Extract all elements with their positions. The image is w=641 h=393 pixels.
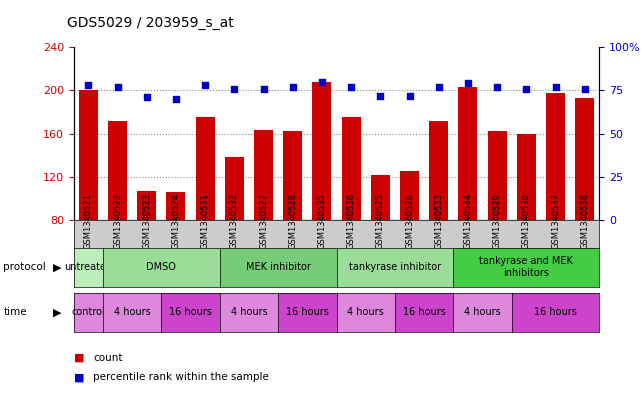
- Text: ■: ■: [74, 372, 84, 382]
- Text: protocol: protocol: [3, 262, 46, 272]
- Bar: [79, 90, 98, 307]
- Bar: [429, 121, 448, 307]
- Bar: [312, 82, 331, 307]
- Point: [142, 94, 152, 101]
- Point: [579, 86, 590, 92]
- Text: 16 hours: 16 hours: [286, 307, 329, 318]
- Bar: [196, 118, 215, 307]
- Point: [404, 92, 415, 99]
- Point: [229, 86, 240, 92]
- Text: tankyrase and MEK
inhibitors: tankyrase and MEK inhibitors: [479, 257, 573, 278]
- Bar: [458, 87, 478, 307]
- Text: 4 hours: 4 hours: [113, 307, 151, 318]
- Bar: [517, 134, 536, 307]
- Text: time: time: [3, 307, 27, 318]
- Text: 16 hours: 16 hours: [169, 307, 212, 318]
- Point: [171, 96, 181, 102]
- Text: MEK inhibitor: MEK inhibitor: [246, 262, 310, 272]
- Text: 16 hours: 16 hours: [534, 307, 577, 318]
- Bar: [225, 157, 244, 307]
- Text: percentile rank within the sample: percentile rank within the sample: [93, 372, 269, 382]
- Text: 4 hours: 4 hours: [347, 307, 384, 318]
- Point: [375, 92, 385, 99]
- Bar: [167, 192, 185, 307]
- Text: ▶: ▶: [53, 307, 62, 318]
- Text: ▶: ▶: [53, 262, 62, 272]
- Bar: [400, 171, 419, 307]
- Point: [258, 86, 269, 92]
- Text: GDS5029 / 203959_s_at: GDS5029 / 203959_s_at: [67, 16, 234, 30]
- Point: [346, 84, 356, 90]
- Text: 4 hours: 4 hours: [464, 307, 501, 318]
- Point: [463, 80, 473, 86]
- Bar: [137, 191, 156, 307]
- Point: [551, 84, 561, 90]
- Bar: [371, 174, 390, 307]
- Text: untreated: untreated: [64, 262, 112, 272]
- Point: [288, 84, 298, 90]
- Bar: [342, 118, 361, 307]
- Text: tankyrase inhibitor: tankyrase inhibitor: [349, 262, 441, 272]
- Bar: [108, 121, 127, 307]
- Bar: [283, 131, 302, 307]
- Text: 16 hours: 16 hours: [403, 307, 445, 318]
- Point: [521, 86, 531, 92]
- Point: [112, 84, 122, 90]
- Point: [433, 84, 444, 90]
- Bar: [546, 93, 565, 307]
- Text: ■: ■: [74, 353, 84, 363]
- Point: [200, 82, 210, 88]
- Point: [83, 82, 94, 88]
- Bar: [575, 98, 594, 307]
- Text: control: control: [71, 307, 105, 318]
- Text: DMSO: DMSO: [146, 262, 176, 272]
- Point: [492, 84, 503, 90]
- Text: 4 hours: 4 hours: [231, 307, 267, 318]
- Point: [317, 79, 327, 85]
- Bar: [488, 131, 506, 307]
- Text: count: count: [93, 353, 122, 363]
- Bar: [254, 130, 273, 307]
